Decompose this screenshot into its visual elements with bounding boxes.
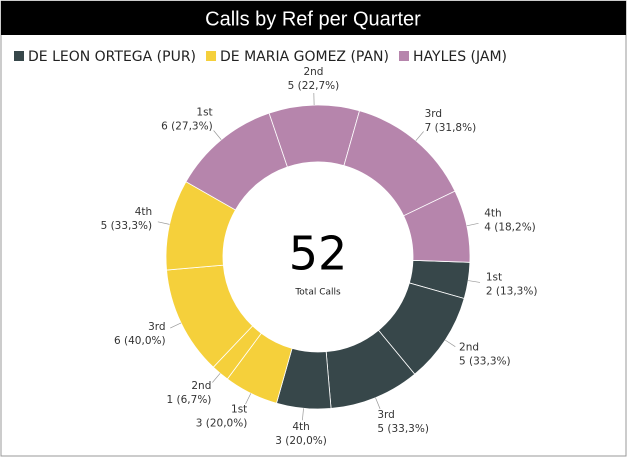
legend-label: DE MARIA GOMEZ (PAN) — [220, 49, 389, 65]
segment-category: 3rd — [377, 409, 394, 421]
segment-category: 1st — [196, 107, 212, 119]
segment-category: 2nd — [191, 380, 211, 392]
total-label: Total Calls — [294, 288, 341, 298]
segment-category: 2nd — [459, 341, 479, 353]
segment-category: 1st — [486, 272, 502, 284]
legend-swatch — [399, 51, 409, 61]
segment-value-label: 2 (13,3%) — [486, 286, 538, 298]
segment-category: 4th — [135, 206, 152, 218]
segment-value-label: 3 (20,0%) — [196, 418, 248, 430]
segment-category: 2nd — [303, 66, 323, 78]
segment-value-label: 7 (31,8%) — [425, 122, 477, 134]
legend-swatch — [206, 51, 216, 61]
total: 52 — [289, 227, 348, 281]
segment-value-label: 5 (22,7%) — [288, 80, 340, 92]
segment-value-label: 4 (18,2%) — [484, 221, 536, 233]
segment-category: 4th — [292, 421, 309, 433]
segment-value-label: 5 (33,3%) — [459, 355, 511, 367]
segment-value-label: 5 (33,3%) — [101, 220, 153, 232]
segment-value-label: 6 (40,0%) — [114, 335, 166, 347]
segment-category: 1st — [231, 404, 247, 416]
chart-title: Calls by Ref per Quarter — [205, 8, 421, 30]
segment-value-label: 6 (27,3%) — [161, 121, 213, 133]
segment-value-label: 3 (20,0%) — [275, 435, 327, 447]
segment-category: 4th — [484, 207, 501, 219]
legend-label: HAYLES (JAM) — [413, 49, 507, 65]
segment-value-label: 1 (6,7%) — [167, 394, 212, 406]
legend-swatch — [14, 51, 24, 61]
legend-label: DE LEON ORTEGA (PUR) — [28, 49, 196, 65]
segment-value-label: 5 (33,3%) — [377, 423, 429, 435]
segment-category: 3rd — [148, 321, 165, 333]
segment-category: 3rd — [425, 108, 442, 120]
